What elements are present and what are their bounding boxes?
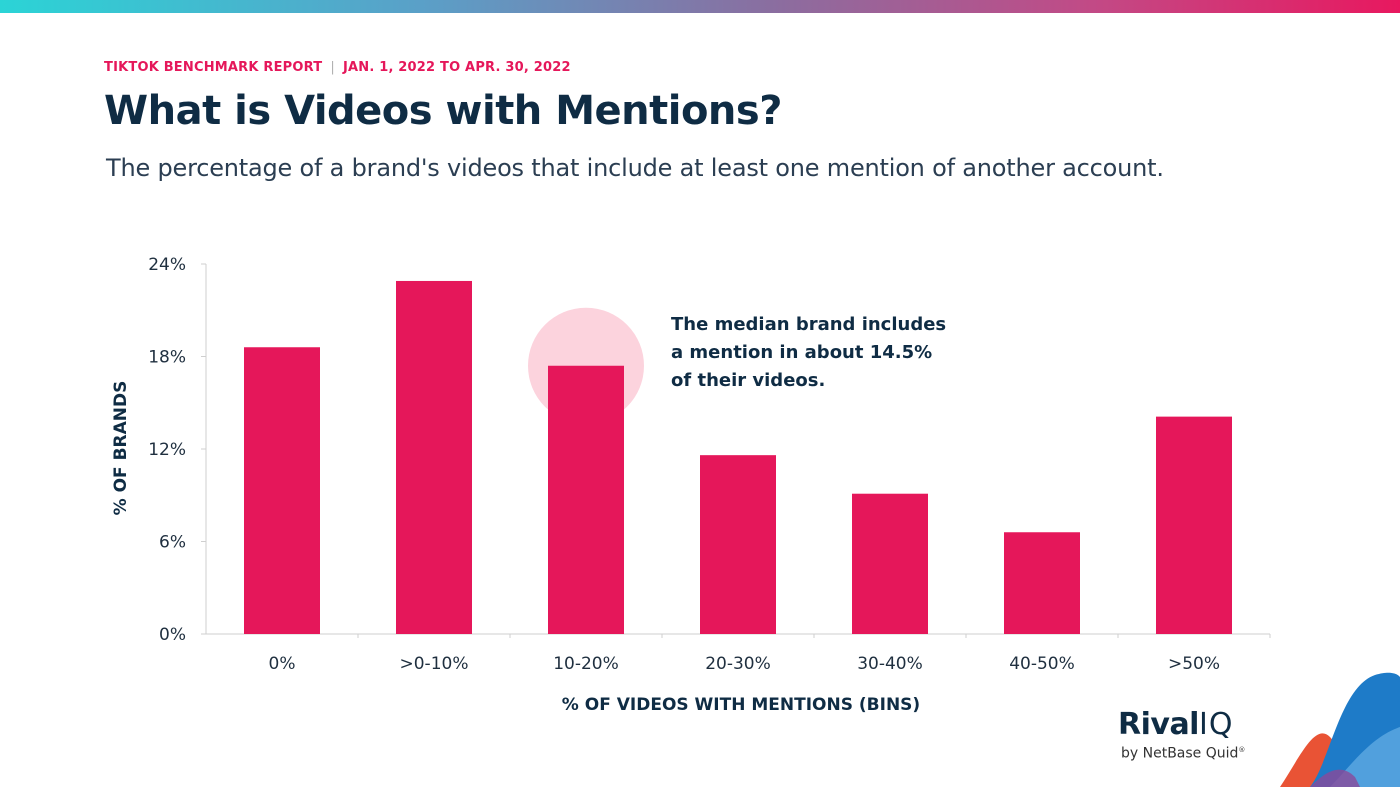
bar bbox=[244, 347, 320, 634]
y-tick-label: 18% bbox=[148, 348, 186, 368]
median-annotation-line: of their videos. bbox=[671, 370, 825, 391]
bar bbox=[700, 455, 776, 634]
x-tick-label: 10-20% bbox=[553, 654, 619, 674]
corner-decoration-icon bbox=[1280, 672, 1400, 787]
eyebrow-separator: | bbox=[330, 60, 335, 75]
logo-word-rival: Rival bbox=[1118, 707, 1199, 742]
logo-word-iq: IQ bbox=[1198, 707, 1234, 742]
report-date-range: JAN. 1, 2022 TO APR. 30, 2022 bbox=[342, 60, 571, 75]
x-axis-title: % OF VIDEOS WITH MENTIONS (BINS) bbox=[562, 695, 920, 715]
x-tick-label: 30-40% bbox=[857, 654, 923, 674]
bar bbox=[852, 493, 928, 634]
logo-byline-text: by NetBase Quid bbox=[1121, 745, 1239, 762]
report-name: TIKTOK BENCHMARK REPORT bbox=[104, 60, 323, 75]
y-tick-label: 0% bbox=[159, 625, 186, 645]
page-subtitle: The percentage of a brand's videos that … bbox=[106, 154, 1164, 182]
x-tick-label: >50% bbox=[1168, 654, 1220, 674]
median-annotation-line: The median brand includes bbox=[671, 314, 946, 335]
bar bbox=[1004, 532, 1080, 634]
y-tick-label: 6% bbox=[159, 533, 186, 553]
median-annotation-line: a mention in about 14.5% bbox=[671, 342, 932, 363]
y-tick-label: 12% bbox=[148, 440, 186, 460]
rival-iq-logo: RivalIQ by NetBase Quid® bbox=[1118, 708, 1288, 768]
registered-mark: ® bbox=[1238, 746, 1246, 754]
bar bbox=[1156, 416, 1232, 634]
bar bbox=[548, 365, 624, 634]
logo-byline: by NetBase Quid® bbox=[1121, 742, 1288, 762]
top-gradient-bar bbox=[0, 0, 1400, 13]
x-tick-label: 0% bbox=[269, 654, 296, 674]
page-title: What is Videos with Mentions? bbox=[104, 88, 782, 134]
report-eyebrow: TIKTOK BENCHMARK REPORT | JAN. 1, 2022 TO … bbox=[104, 60, 571, 75]
x-tick-label: 20-30% bbox=[705, 654, 771, 674]
logo-wordmark: RivalIQ bbox=[1118, 708, 1288, 742]
x-tick-label: 40-50% bbox=[1009, 654, 1075, 674]
x-tick-label: >0-10% bbox=[400, 654, 469, 674]
bar bbox=[396, 280, 472, 634]
y-tick-label: 24% bbox=[148, 255, 186, 275]
y-axis-title: % OF BRANDS bbox=[111, 381, 131, 516]
